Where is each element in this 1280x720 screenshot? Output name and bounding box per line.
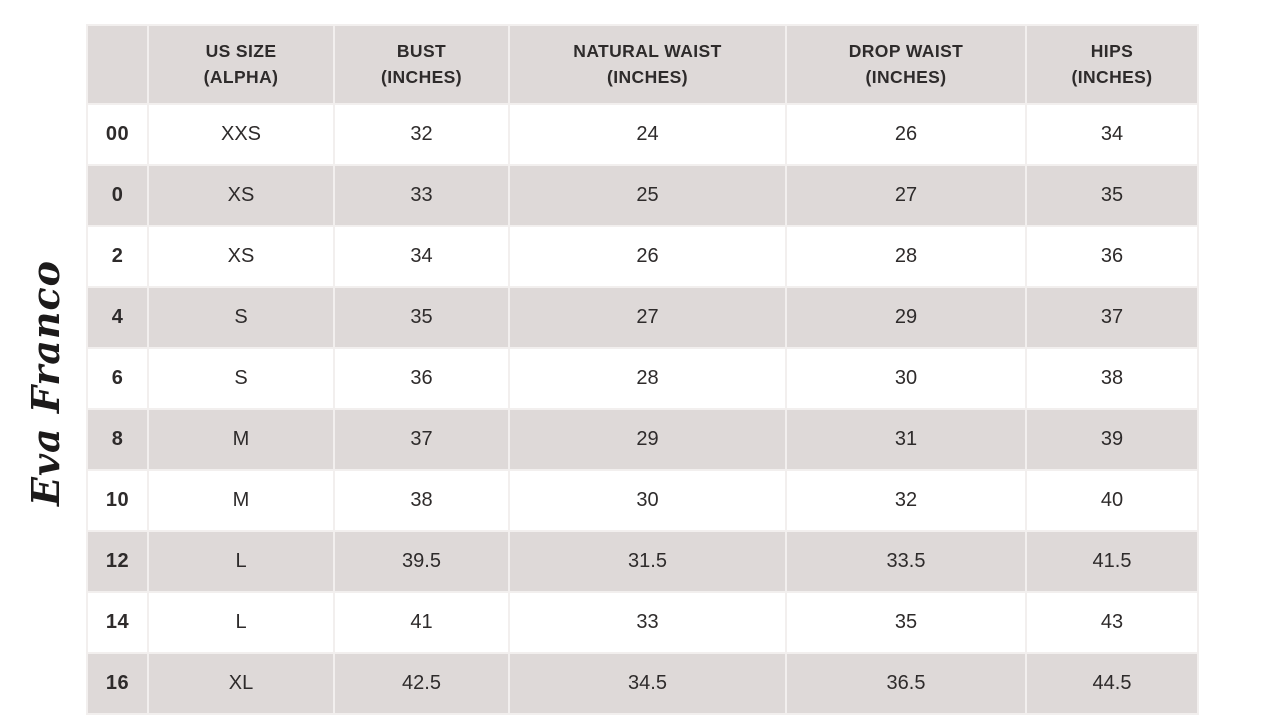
table-row-size-4: 4 S 35 27 29 37 bbox=[86, 286, 1199, 349]
us-size-cell: 10 bbox=[86, 469, 149, 532]
column-header-us-size-alpha: US SIZE (ALPHA) bbox=[147, 24, 335, 105]
hips-cell: 43 bbox=[1025, 591, 1199, 654]
bust-cell: 41 bbox=[333, 591, 510, 654]
drop-waist-cell: 35 bbox=[785, 591, 1027, 654]
alpha-size-cell: L bbox=[147, 530, 335, 593]
hips-cell: 35 bbox=[1025, 164, 1199, 227]
drop-waist-cell: 30 bbox=[785, 347, 1027, 410]
natural-waist-cell: 28 bbox=[508, 347, 787, 410]
bust-cell: 36 bbox=[333, 347, 510, 410]
bust-cell: 42.5 bbox=[333, 652, 510, 715]
us-size-cell: 16 bbox=[86, 652, 149, 715]
natural-waist-cell: 30 bbox=[508, 469, 787, 532]
table-row-size-0: 0 XS 33 25 27 35 bbox=[86, 164, 1199, 227]
table-row-size-16: 16 XL 42.5 34.5 36.5 44.5 bbox=[86, 652, 1199, 715]
drop-waist-cell: 36.5 bbox=[785, 652, 1027, 715]
alpha-size-cell: L bbox=[147, 591, 335, 654]
header-row: US SIZE (ALPHA) BUST (INCHES) NATURAL WA… bbox=[86, 24, 1199, 105]
alpha-size-cell: S bbox=[147, 347, 335, 410]
natural-waist-cell: 33 bbox=[508, 591, 787, 654]
brand-logo: Eva Franco bbox=[8, 260, 82, 506]
drop-waist-cell: 26 bbox=[785, 103, 1027, 166]
table-row-size-00: 00 XXS 32 24 26 34 bbox=[86, 103, 1199, 166]
natural-waist-cell: 25 bbox=[508, 164, 787, 227]
bust-cell: 37 bbox=[333, 408, 510, 471]
table-row-size-2: 2 XS 34 26 28 36 bbox=[86, 225, 1199, 288]
hips-cell: 40 bbox=[1025, 469, 1199, 532]
table-row-size-14: 14 L 41 33 35 43 bbox=[86, 591, 1199, 654]
drop-waist-cell: 29 bbox=[785, 286, 1027, 349]
alpha-size-cell: XXS bbox=[147, 103, 335, 166]
hips-cell: 39 bbox=[1025, 408, 1199, 471]
table-row-size-6: 6 S 36 28 30 38 bbox=[86, 347, 1199, 410]
bust-cell: 32 bbox=[333, 103, 510, 166]
column-header-natural-waist: NATURAL WAIST (INCHES) bbox=[508, 24, 787, 105]
us-size-cell: 12 bbox=[86, 530, 149, 593]
column-header-drop-waist: DROP WAIST (INCHES) bbox=[785, 24, 1027, 105]
hips-cell: 44.5 bbox=[1025, 652, 1199, 715]
table-row-size-8: 8 M 37 29 31 39 bbox=[86, 408, 1199, 471]
natural-waist-cell: 27 bbox=[508, 286, 787, 349]
alpha-size-cell: M bbox=[147, 469, 335, 532]
us-size-cell: 0 bbox=[86, 164, 149, 227]
size-chart-body: 00 XXS 32 24 26 34 0 XS 33 25 27 35 2 XS… bbox=[86, 103, 1199, 715]
us-size-cell: 4 bbox=[86, 286, 149, 349]
natural-waist-cell: 31.5 bbox=[508, 530, 787, 593]
bust-cell: 39.5 bbox=[333, 530, 510, 593]
alpha-size-cell: XS bbox=[147, 164, 335, 227]
column-header-hips: HIPS (INCHES) bbox=[1025, 24, 1199, 105]
table-row-size-10: 10 M 38 30 32 40 bbox=[86, 469, 1199, 532]
drop-waist-cell: 32 bbox=[785, 469, 1027, 532]
brand-logo-text: Eva Franco bbox=[22, 260, 68, 506]
us-size-cell: 6 bbox=[86, 347, 149, 410]
us-size-cell: 00 bbox=[86, 103, 149, 166]
natural-waist-cell: 24 bbox=[508, 103, 787, 166]
natural-waist-cell: 26 bbox=[508, 225, 787, 288]
corner-header-cell bbox=[86, 24, 149, 105]
bust-cell: 34 bbox=[333, 225, 510, 288]
alpha-size-cell: XL bbox=[147, 652, 335, 715]
bust-cell: 33 bbox=[333, 164, 510, 227]
hips-cell: 36 bbox=[1025, 225, 1199, 288]
alpha-size-cell: S bbox=[147, 286, 335, 349]
hips-cell: 38 bbox=[1025, 347, 1199, 410]
alpha-size-cell: XS bbox=[147, 225, 335, 288]
natural-waist-cell: 29 bbox=[508, 408, 787, 471]
us-size-cell: 14 bbox=[86, 591, 149, 654]
drop-waist-cell: 33.5 bbox=[785, 530, 1027, 593]
drop-waist-cell: 27 bbox=[785, 164, 1027, 227]
column-header-bust: BUST (INCHES) bbox=[333, 24, 510, 105]
hips-cell: 34 bbox=[1025, 103, 1199, 166]
us-size-cell: 8 bbox=[86, 408, 149, 471]
hips-cell: 41.5 bbox=[1025, 530, 1199, 593]
drop-waist-cell: 28 bbox=[785, 225, 1027, 288]
hips-cell: 37 bbox=[1025, 286, 1199, 349]
drop-waist-cell: 31 bbox=[785, 408, 1027, 471]
bust-cell: 35 bbox=[333, 286, 510, 349]
natural-waist-cell: 34.5 bbox=[508, 652, 787, 715]
size-chart-table: US SIZE (ALPHA) BUST (INCHES) NATURAL WA… bbox=[86, 24, 1199, 715]
alpha-size-cell: M bbox=[147, 408, 335, 471]
table-row-size-12: 12 L 39.5 31.5 33.5 41.5 bbox=[86, 530, 1199, 593]
bust-cell: 38 bbox=[333, 469, 510, 532]
us-size-cell: 2 bbox=[86, 225, 149, 288]
size-chart-header: US SIZE (ALPHA) BUST (INCHES) NATURAL WA… bbox=[86, 24, 1199, 105]
